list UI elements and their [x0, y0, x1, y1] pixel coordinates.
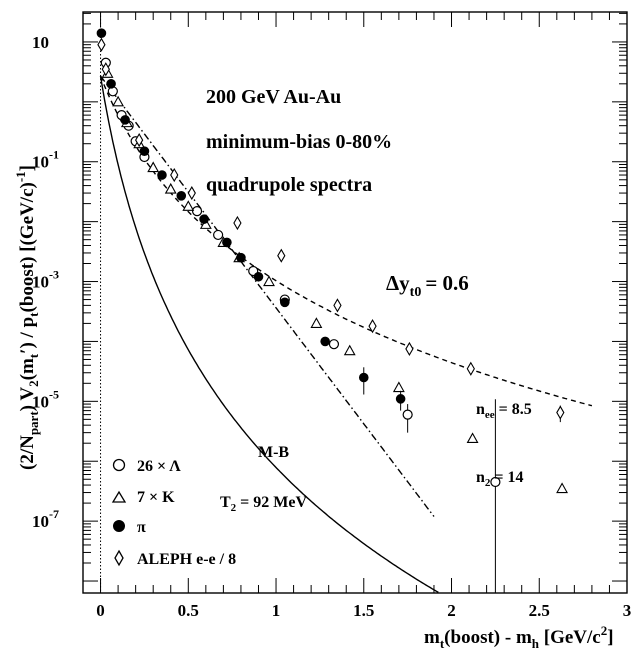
data-point-pion [395, 394, 406, 404]
x-axis-label: mt(boost) - mh [GeV/c2] [424, 623, 614, 650]
x-ticks: 0 0.5 1 1.5 2 2.5 3 [82, 12, 632, 620]
data-point-kaon [263, 275, 275, 287]
data-point-pion [96, 28, 107, 38]
y-axis-label: (2/Npart) V2(mt′) / pt(boost) [(GeV/c)-1… [13, 165, 41, 470]
data-point-pion [106, 79, 116, 89]
data-point-aleph [556, 405, 565, 420]
data-point-aleph [170, 167, 179, 183]
legend-marker-kaon [111, 490, 127, 503]
data-point-kaon [310, 317, 323, 328]
x-tick-label: 3 [623, 601, 632, 620]
x-tick-label: 2 [447, 601, 456, 620]
x-tick-label: 0 [96, 601, 105, 620]
plot-frame [82, 11, 628, 594]
curve-nee [99, 75, 593, 407]
data-point-pion [222, 237, 232, 248]
legend-label-kaon: 7 × K [137, 489, 175, 506]
data-point-aleph [333, 298, 342, 313]
annotation-t2: T2 = 92 MeV [220, 494, 307, 514]
data-point-aleph [187, 185, 196, 201]
legend-marker-lambda [112, 458, 126, 472]
data-point-pion [253, 271, 264, 282]
data-point-kaon [466, 432, 479, 444]
y-tick-label: 10-5 [32, 387, 59, 411]
x-tick-label: 0.5 [178, 601, 199, 620]
data-point-pion [157, 170, 167, 180]
data-point-aleph [135, 132, 144, 148]
data-point-pion [199, 214, 209, 224]
curves [99, 75, 593, 594]
y-tick-label: 10-3 [32, 268, 59, 292]
data-point-kaon [112, 95, 125, 107]
data-point-pion [236, 252, 246, 263]
title-line-3: quadrupole spectra [206, 174, 372, 196]
y-tick-label: 10-7 [32, 507, 59, 531]
curve-n2 [99, 75, 439, 594]
annotation-nee: nee = 8.5 [476, 401, 532, 421]
x-tick-label: 1 [272, 601, 281, 620]
data-points [96, 28, 569, 593]
data-point-aleph [368, 319, 377, 334]
data-point-pion [280, 297, 290, 308]
data-point-pion [320, 336, 330, 347]
legend-label-lambda: 26 × Λ [137, 458, 181, 475]
title-line-2: minimum-bias 0-80% [206, 131, 392, 153]
data-point-pion [139, 146, 150, 156]
data-point-kaon [182, 200, 195, 211]
data-point-aleph [101, 62, 110, 77]
annotation-n2: n2 = 14 [476, 469, 524, 489]
data-point-lambda [328, 339, 340, 350]
legend-marker-pion [113, 520, 125, 532]
data-point-aleph [466, 361, 475, 376]
legend-label-pion: π [137, 519, 146, 536]
data-point-lambda [490, 476, 501, 488]
data-point-kaon [164, 182, 177, 194]
data-point-pion [120, 115, 130, 125]
data-point-aleph [233, 215, 242, 231]
data-point-kaon [147, 161, 160, 173]
y-tick-label: 10 [32, 33, 49, 52]
y-tick-label: 10-1 [32, 148, 59, 172]
data-point-kaon [392, 381, 405, 393]
data-point-kaon [343, 344, 356, 356]
data-point-lambda [402, 409, 413, 420]
data-point-aleph [97, 37, 106, 52]
x-tick-label: 1.5 [353, 601, 374, 620]
data-point-lambda [191, 205, 203, 217]
annotation-mb: M-B [258, 444, 289, 461]
legend: 26 × Λ 7 × K π ALEPH e-e / 8 [111, 458, 236, 568]
y-ticks: 10 10-1 10-3 10-5 10-7 [32, 12, 627, 582]
data-point-aleph [405, 341, 414, 357]
annotation-dy: Δyt0 = 0.6 [386, 271, 469, 300]
data-point-aleph [277, 248, 286, 263]
data-point-lambda [213, 229, 224, 241]
data-point-pion [358, 372, 369, 383]
curve-mb [99, 75, 435, 517]
data-point-kaon [556, 482, 569, 494]
legend-label-aleph: ALEPH e-e / 8 [137, 551, 236, 568]
legend-marker-aleph [114, 549, 124, 567]
title-line-1: 200 GeV Au-Au [206, 86, 341, 108]
data-point-pion [176, 191, 187, 201]
x-tick-label: 2.5 [529, 601, 550, 620]
